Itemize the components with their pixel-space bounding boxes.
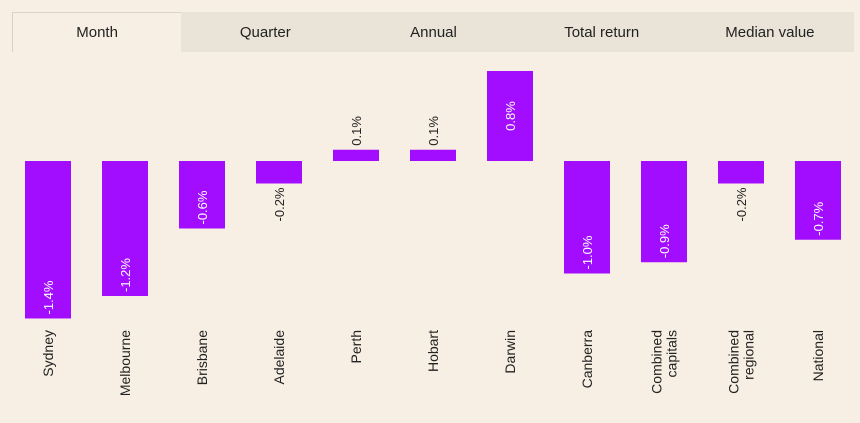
bar-7 (564, 161, 610, 274)
data-label-1: -1.2% (118, 258, 133, 292)
data-label-7: -1.0% (580, 235, 595, 269)
category-label-2: Brisbane (194, 330, 210, 385)
data-label-0: -1.4% (41, 280, 56, 314)
bar-2 (179, 161, 225, 229)
category-label-3: Adelaide (271, 330, 287, 385)
bar-4 (333, 149, 379, 161)
data-label-3: -0.2% (272, 187, 287, 221)
data-label-10: -0.7% (811, 201, 826, 235)
category-label-6: Darwin (502, 330, 518, 374)
data-label-9: -0.2% (734, 187, 749, 221)
bar-6 (487, 71, 533, 161)
category-label-9-0: Combined (726, 330, 742, 394)
bar-3 (256, 161, 302, 184)
bar-10 (795, 161, 841, 240)
data-label-4: 0.1% (349, 116, 364, 146)
bar-5 (410, 149, 456, 161)
data-label-6: 0.8% (503, 101, 518, 131)
category-label-0: Sydney (40, 330, 56, 377)
category-label-7: Canberra (579, 330, 595, 389)
tab-month[interactable]: Month (12, 12, 182, 52)
bar-0 (25, 161, 71, 319)
category-label-5: Hobart (425, 330, 441, 372)
data-label-5: 0.1% (426, 116, 441, 146)
bar-1 (102, 161, 148, 296)
category-label-8-1: capitals (664, 330, 680, 377)
bar-9 (718, 161, 764, 184)
category-label-10: National (810, 330, 826, 381)
bar-8 (641, 161, 687, 263)
data-label-2: -0.6% (195, 190, 210, 224)
data-label-8: -0.9% (657, 224, 672, 258)
category-label-9-1: regional (741, 330, 757, 380)
category-label-8-0: Combined (649, 330, 665, 394)
category-label-1: Melbourne (117, 330, 133, 396)
category-label-4: Perth (348, 330, 364, 363)
